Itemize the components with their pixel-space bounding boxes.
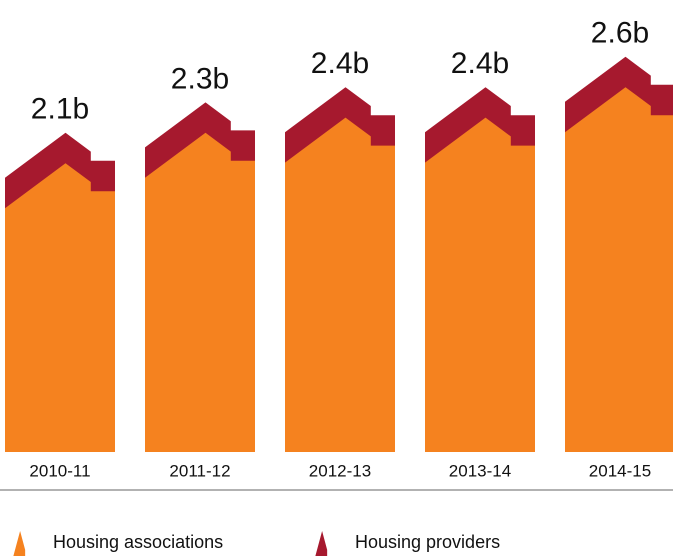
x-tick-label: 2014-15 — [589, 461, 651, 480]
total-label: 2.6b — [591, 17, 649, 50]
total-label: 2.4b — [451, 47, 509, 80]
x-tick-label: 2011-12 — [169, 461, 230, 480]
association-segment — [285, 117, 395, 452]
x-tick-label: 2010-11 — [29, 461, 90, 480]
total-label: 2.4b — [311, 47, 369, 80]
x-tick-label: 2013-14 — [449, 461, 511, 480]
association-segment — [5, 163, 115, 452]
legend-label: Housing providers — [355, 532, 500, 552]
total-label: 2.3b — [171, 62, 229, 95]
association-segment — [565, 87, 673, 452]
total-label: 2.1b — [31, 93, 89, 126]
legend-icon — [8, 531, 30, 556]
association-segment — [145, 132, 255, 453]
x-tick-label: 2012-13 — [309, 461, 371, 480]
association-segment — [425, 117, 535, 452]
legend-label: Housing associations — [53, 532, 223, 552]
legend-icon — [310, 531, 332, 556]
